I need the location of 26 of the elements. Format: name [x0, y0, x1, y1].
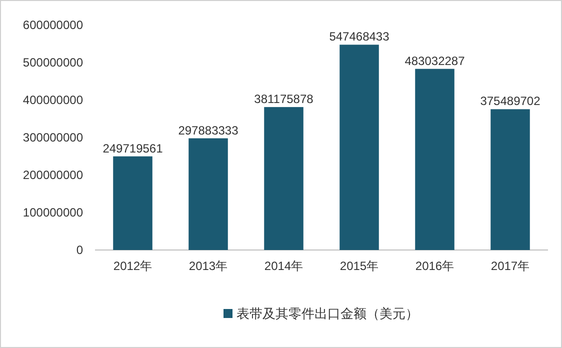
- y-tick-label: 200000000: [22, 168, 84, 182]
- bar: [113, 156, 152, 250]
- bar: [188, 138, 228, 250]
- y-tick-label: 0: [76, 243, 84, 257]
- data-label: 375489702: [480, 94, 541, 108]
- data-label: 483032287: [404, 54, 466, 68]
- y-tick-label: 300000000: [22, 130, 84, 144]
- y-tick-label: 500000000: [22, 56, 84, 70]
- y-tick-label: 400000000: [22, 93, 84, 107]
- bar: [264, 107, 304, 250]
- x-tick-label: 2012年: [113, 259, 152, 273]
- y-tick-label: 600000000: [22, 18, 84, 32]
- data-label: 249719561: [102, 141, 164, 156]
- x-tick-label: 2017年: [490, 259, 530, 273]
- bar: [340, 44, 379, 250]
- legend-label: 表带及其零件出口金额（美元）: [236, 306, 418, 321]
- x-tick-label: 2016年: [415, 259, 454, 273]
- x-tick-label: 2014年: [264, 259, 304, 273]
- data-label: 547468433: [329, 30, 390, 44]
- data-label: 297883333: [178, 123, 239, 138]
- bar: [490, 109, 530, 250]
- y-tick-label: 100000000: [22, 206, 84, 220]
- bar: [415, 68, 454, 250]
- x-tick-label: 2013年: [188, 259, 228, 273]
- data-label: 381175878: [254, 92, 314, 106]
- x-tick-label: 2015年: [340, 259, 379, 273]
